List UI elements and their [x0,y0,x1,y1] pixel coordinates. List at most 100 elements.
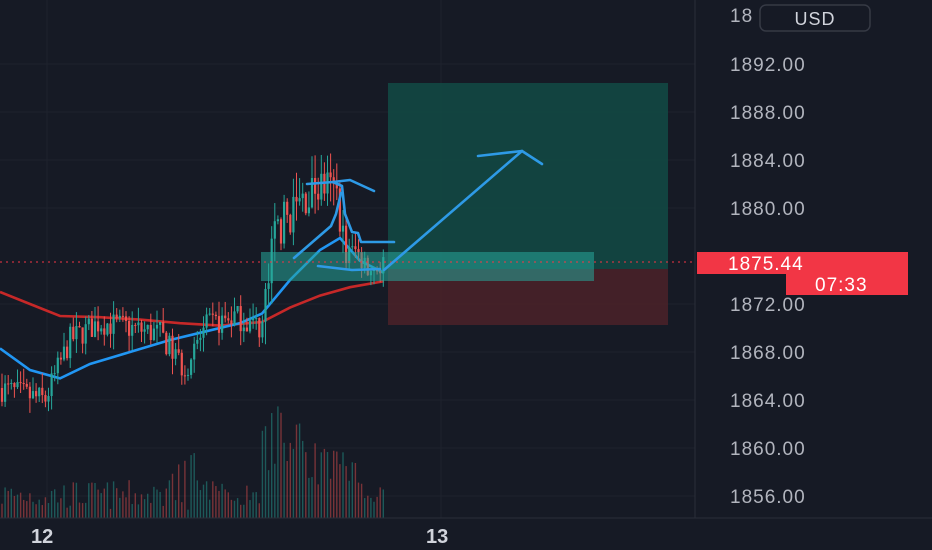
volume-bar [249,500,251,518]
volume-bar [243,504,245,518]
candle-body [239,306,242,332]
candle-body [276,219,279,222]
candle-body [183,375,186,377]
volume-bar [376,496,378,518]
volume-bar [311,477,313,518]
candle-body [174,349,177,359]
volume-bar [289,442,291,518]
candle-body [19,382,22,384]
candle-body [50,373,53,397]
pattern-drawing[interactable] [292,149,544,272]
candle-body [351,246,354,248]
volume-bar [94,482,96,518]
volume-bar [184,460,186,518]
volume-bar [162,505,164,518]
candle-body [59,357,62,360]
volume-bar [44,497,47,518]
volume-bar [72,482,74,518]
entry-zone-box[interactable] [261,252,594,281]
volume-bar [379,487,381,518]
candle-body [180,352,183,376]
candle-body [208,313,211,315]
volume-bar [131,504,133,518]
currency-label: USD [794,9,835,29]
long-position-profit-zone[interactable] [388,83,668,269]
volume-bar [137,504,140,518]
price-tick: 1892.00 [730,55,806,76]
volume-bar [258,503,260,518]
volume-bar [333,450,335,518]
volume-bar [348,480,350,518]
candle-body [72,326,75,340]
volume-bar [174,500,177,518]
candle-body [258,318,261,338]
candle-body [152,328,155,341]
volume-series [1,406,384,518]
volume-bar [143,499,146,518]
candle-body [252,318,255,321]
volume-bar [367,495,369,518]
volume-bar [181,502,183,518]
candle-body [255,318,258,320]
candle-body [75,326,78,340]
last-price-badge: 1875.44 07:33 [697,252,908,296]
candle-body [357,249,360,253]
volume-bar [57,502,59,518]
volume-bar [230,499,233,518]
volume-bar [320,452,322,518]
volume-bar [326,452,329,518]
candle-body [7,383,10,385]
volume-bar [302,440,304,518]
candle-body [335,183,338,189]
volume-bar [292,448,295,518]
volume-bar [209,499,211,518]
candle-body [78,326,81,328]
candle-body [103,328,106,335]
candle-body [134,324,137,326]
volume-bar [54,489,56,518]
volume-bar [298,423,301,518]
candle-body [66,346,69,359]
candle-body [84,324,87,344]
candle-body [267,283,270,289]
candle-body [25,384,28,387]
candle-body [0,388,4,402]
candle-body [286,201,289,215]
candle-body [307,207,310,214]
volume-bar [153,486,155,518]
volume-bar [103,488,105,518]
candle-body [10,383,13,385]
candle-body [35,391,38,397]
candle-body [143,329,146,332]
volume-bar [364,498,366,518]
volume-bar [66,507,68,518]
candle-body [242,327,245,332]
candle-body [56,357,59,374]
candle-body [214,314,217,317]
candle-body [109,323,112,334]
candle-body [205,314,208,328]
currency-button[interactable]: USD [759,4,871,32]
volume-bar [240,504,242,518]
candle-body [279,219,283,244]
candle-body [186,374,190,376]
volume-bar [75,482,78,518]
candle-body [301,193,304,199]
price-axis[interactable]: 1892.00 1888.00 1884.00 1880.00 1872.00 1868.… [730,55,806,508]
candle-body [106,323,109,335]
volume-bar [168,480,171,518]
volume-bar [134,493,136,518]
volume-bar [277,406,279,518]
volume-bar [150,502,152,518]
candle-body [230,320,233,325]
volume-bar [88,483,90,518]
candle-body [248,320,252,332]
volume-bar [100,493,102,518]
volume-bar [156,489,158,518]
candle-body [121,315,124,317]
candle-body [190,359,193,375]
candle-body [221,315,224,333]
volume-bar [178,464,180,518]
candle-body [354,246,357,250]
